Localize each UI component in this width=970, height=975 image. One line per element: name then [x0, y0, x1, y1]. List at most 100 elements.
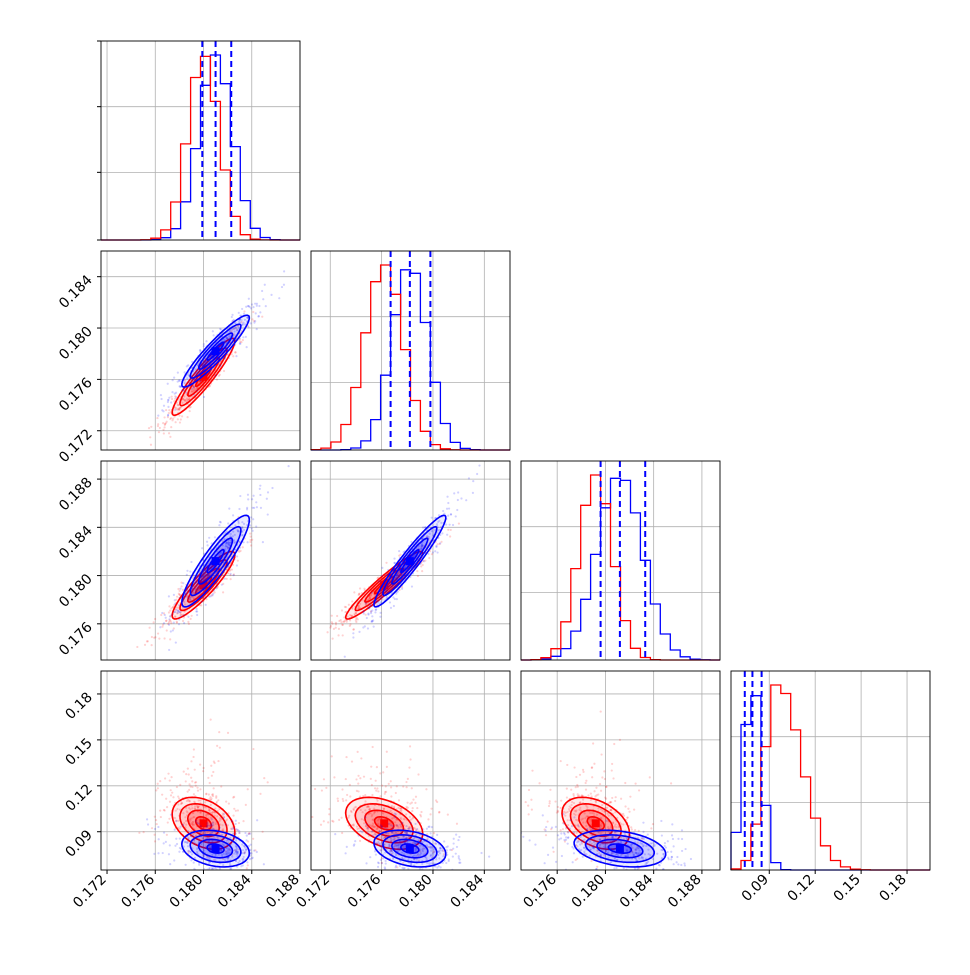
scatter-point — [336, 797, 339, 800]
scatter-point — [610, 851, 614, 854]
scatter-point — [224, 531, 227, 535]
scatter-point — [190, 859, 193, 862]
scatter-point — [282, 283, 286, 286]
scatter-point — [191, 785, 194, 789]
scatter-point — [153, 636, 156, 639]
scatter-point — [410, 862, 413, 865]
scatter-point — [651, 857, 655, 861]
scatter-point — [598, 827, 602, 830]
scatter-point — [168, 615, 172, 618]
scatter-point — [412, 858, 416, 861]
scatter-point — [617, 854, 620, 857]
scatter-point — [367, 607, 371, 610]
scatter-point — [254, 320, 257, 323]
density-peak — [199, 581, 208, 590]
scatter-point — [193, 800, 196, 803]
scatter-point — [648, 776, 651, 779]
scatter-point — [613, 825, 616, 828]
scatter-point — [320, 789, 324, 792]
scatter-point — [196, 789, 200, 792]
scatter-point — [266, 491, 270, 494]
scatter-point — [225, 800, 228, 803]
scatter-point — [183, 399, 187, 402]
scatter-point — [421, 563, 424, 567]
scatter-point — [382, 812, 385, 815]
scatter-point — [198, 348, 202, 352]
scatter-point — [382, 837, 385, 840]
scatter-point — [234, 860, 238, 863]
scatter-point — [211, 330, 214, 333]
scatter-point — [357, 790, 360, 793]
scatter-point — [409, 821, 413, 824]
scatter-point — [244, 850, 247, 853]
scatter-point — [172, 621, 175, 624]
scatter-point — [391, 585, 394, 588]
scatter-point — [224, 336, 228, 339]
scatter-point — [177, 795, 180, 798]
scatter-point — [173, 415, 176, 418]
scatter-point — [203, 826, 206, 830]
scatter-point — [385, 561, 388, 564]
scatter-point — [607, 826, 610, 829]
scatter-point — [402, 835, 405, 838]
scatter-point — [187, 615, 190, 618]
scatter-point — [233, 807, 236, 810]
scatter-point — [190, 760, 193, 763]
scatter-point — [642, 830, 645, 834]
scatter-point — [250, 303, 254, 306]
scatter-point — [219, 849, 222, 852]
scatter-point — [232, 573, 235, 577]
x-tick-label: 0.184 — [215, 871, 255, 911]
scatter-point — [236, 328, 239, 331]
scatter-point — [169, 789, 172, 792]
scatter-point — [195, 372, 198, 375]
scatter-point — [189, 817, 192, 820]
scatter-point — [416, 820, 420, 823]
scatter-point — [212, 592, 215, 595]
scatter-point — [429, 845, 432, 848]
scatter-point — [204, 569, 207, 573]
scatter-point — [250, 516, 253, 519]
scatter-point — [207, 579, 210, 582]
scatter-point — [358, 587, 362, 590]
scatter-point — [579, 843, 582, 846]
scatter-point — [226, 546, 229, 549]
scatter-point — [425, 827, 428, 830]
scatter-point — [250, 876, 252, 878]
scatter-point — [163, 416, 166, 419]
scatter-point — [353, 806, 356, 809]
scatter-point — [387, 822, 390, 825]
scatter-point — [429, 853, 433, 857]
scatter-point — [171, 629, 174, 632]
scatter-point — [451, 855, 454, 858]
scatter-point — [600, 817, 603, 820]
scatter-point — [447, 859, 450, 863]
scatter-point — [371, 825, 374, 828]
scatter-point — [245, 867, 248, 870]
scatter-point — [359, 808, 362, 812]
scatter-point — [430, 516, 433, 519]
scatter-point — [209, 846, 212, 849]
scatter-point — [393, 812, 396, 815]
scatter-point — [166, 821, 169, 824]
scatter-point — [237, 530, 240, 533]
scatter-point — [556, 834, 560, 837]
scatter-point — [166, 414, 170, 417]
scatter-point — [192, 388, 195, 392]
scatter-point — [194, 388, 197, 391]
scatter-point — [364, 794, 367, 797]
scatter-point — [379, 795, 382, 798]
scatter-point — [174, 421, 177, 424]
scatter-point — [385, 790, 388, 793]
scatter-point — [396, 847, 400, 850]
scatter-point — [392, 604, 395, 608]
scatter-point — [201, 368, 204, 372]
scatter-point — [599, 807, 602, 811]
scatter-point — [616, 816, 619, 819]
scatter-point — [189, 851, 192, 854]
scatter-point — [441, 861, 444, 864]
scatter-point — [580, 818, 583, 821]
scatter-point — [164, 840, 167, 844]
density-peak — [199, 819, 208, 828]
scatter-point — [385, 596, 389, 599]
